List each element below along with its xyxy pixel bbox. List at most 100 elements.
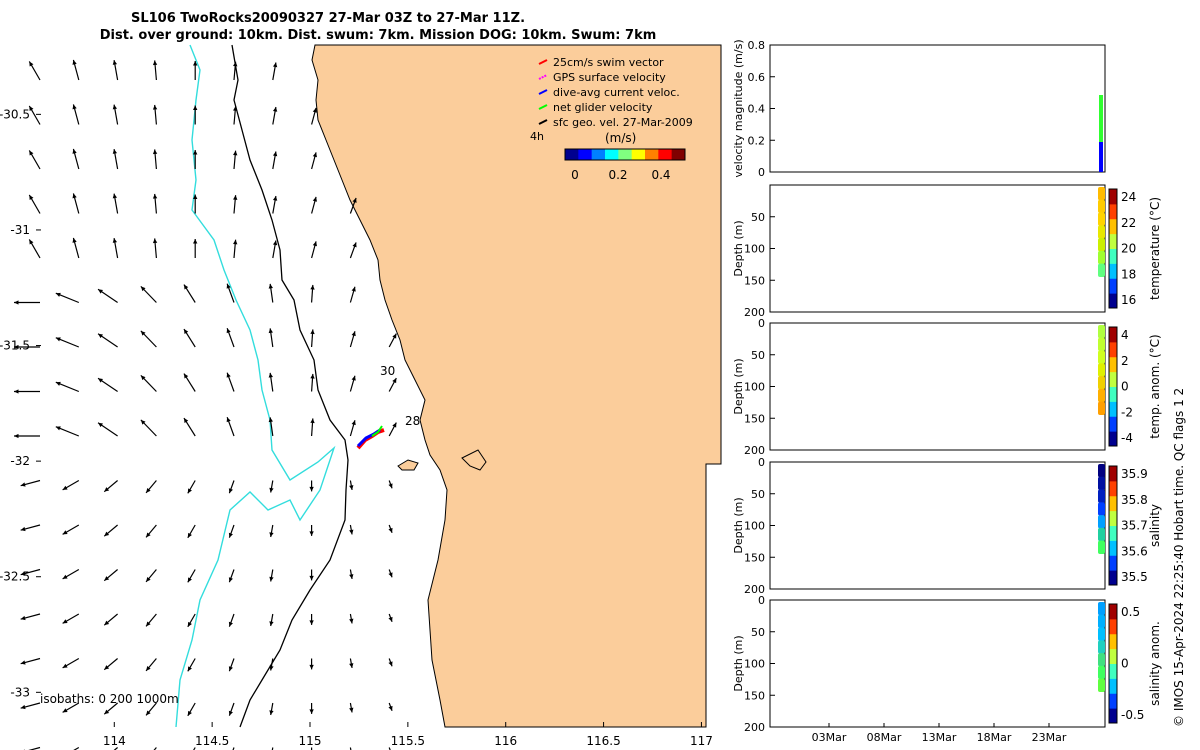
velocity-arrow-head bbox=[62, 619, 68, 624]
velocity-arrow-head bbox=[20, 704, 26, 710]
velocity-arrow-head bbox=[226, 328, 231, 334]
velocity-arrow-head bbox=[352, 197, 357, 203]
panel-colorbar-tick: -4 bbox=[1121, 431, 1133, 445]
velocity-arrow-head bbox=[152, 60, 158, 66]
annotation-28: 28 bbox=[405, 414, 420, 428]
profile-scatter bbox=[1098, 199, 1105, 214]
y-tick-label: 200 bbox=[744, 444, 765, 457]
velocity-arrow-head bbox=[312, 107, 317, 113]
velocity-arrow-head bbox=[272, 62, 278, 68]
profile-scatter bbox=[1098, 476, 1105, 491]
y-tick-label: 100 bbox=[744, 243, 765, 256]
velocity-arrow-head bbox=[187, 488, 192, 494]
map-y-tick-label: -32.5 bbox=[0, 570, 30, 584]
profile-scatter bbox=[1098, 653, 1105, 667]
velocity-arrow-head bbox=[187, 710, 192, 716]
velocity-arrow-head bbox=[193, 150, 198, 155]
velocity-arrow-head bbox=[349, 707, 354, 713]
panel-colorbar-segment bbox=[1109, 633, 1117, 650]
panel-colorbar-segment bbox=[1109, 495, 1117, 512]
velocity-arrow-head bbox=[392, 422, 397, 428]
y-tick-label: 50 bbox=[751, 349, 765, 362]
velocity-arrow-head bbox=[72, 104, 77, 110]
isobaths-label: isobaths: 0 200 1000m bbox=[40, 692, 179, 706]
x-tick-label: 23Mar bbox=[1032, 731, 1067, 744]
colorbar-segment bbox=[658, 149, 673, 160]
velocity-arrow-head bbox=[268, 372, 273, 378]
panel-colorbar-tick: -0.5 bbox=[1121, 708, 1144, 722]
velocity-arrow-head bbox=[351, 375, 356, 381]
velocity-arrow-head bbox=[104, 576, 110, 581]
velocity-arrow-head bbox=[55, 426, 61, 431]
panel-colorbar-tick: 4 bbox=[1121, 328, 1129, 342]
panel-y-label: Depth (m) bbox=[732, 220, 745, 276]
x-tick-label: 08Mar bbox=[867, 731, 902, 744]
velocity-arrow-head bbox=[193, 61, 198, 66]
velocity-arrow-head bbox=[269, 665, 274, 671]
duration-label: 4h bbox=[530, 130, 544, 143]
velocity-arrow-head bbox=[233, 106, 238, 111]
profile-scatter bbox=[1098, 388, 1105, 403]
velocity-arrow-head bbox=[62, 485, 68, 490]
isobath-200m bbox=[231, 44, 349, 728]
map-x-ticks: 114 114.5 115 115.5 116 116.5 117 bbox=[103, 722, 713, 748]
panel-frame bbox=[769, 461, 1106, 590]
profile-scatter bbox=[1098, 325, 1105, 339]
velocity-arrow-head bbox=[29, 105, 34, 111]
velocity-arrow-head bbox=[112, 238, 118, 243]
velocity-arrow-head bbox=[272, 151, 278, 157]
velocity-arrow-head bbox=[146, 665, 151, 671]
velocity-arrow-head bbox=[55, 292, 61, 297]
velocity-arrow-head bbox=[140, 286, 146, 292]
map-x-tick-label: 117 bbox=[690, 734, 713, 748]
panel-salinity-anomaly-section: 0 50 100 150 200 -0.5 0 0.5 salinity anom. Depth … bbox=[732, 594, 1162, 744]
profile-scatter bbox=[1098, 238, 1105, 252]
profile-scatter bbox=[1098, 337, 1105, 352]
velocity-arrow-head bbox=[112, 104, 118, 110]
y-tick-label: 50 bbox=[751, 488, 765, 501]
legend-swatch-current bbox=[538, 89, 548, 95]
velocity-arrow-head bbox=[55, 381, 61, 386]
panel-colorbar-tick: 22 bbox=[1121, 216, 1136, 230]
y-tick-label: 200 bbox=[744, 306, 765, 319]
profile-scatter bbox=[1098, 363, 1105, 377]
velocity-arrow-head bbox=[62, 574, 68, 579]
velocity-arrow-head bbox=[351, 420, 356, 426]
velocity-arrow-head bbox=[72, 59, 77, 65]
velocity-arrow-head bbox=[183, 329, 189, 334]
panel-frame bbox=[769, 44, 1106, 173]
profile-scatter bbox=[1098, 212, 1105, 226]
velocity-arrow-head bbox=[228, 710, 233, 716]
y-tick-label: 200 bbox=[744, 583, 765, 596]
panel-y-label: Depth (m) bbox=[732, 497, 745, 553]
velocity-arrow-head bbox=[146, 710, 151, 716]
velocity-current-marks bbox=[1099, 142, 1103, 172]
velocity-arrow-head bbox=[392, 333, 397, 339]
panel-colorbar-segment bbox=[1109, 356, 1117, 373]
map-colorbar-label: (m/s) bbox=[605, 131, 636, 145]
colorbar-segment bbox=[565, 149, 579, 160]
y-tick-label: 0.2 bbox=[748, 134, 766, 147]
velocity-arrow-head bbox=[392, 378, 397, 384]
panel-frame bbox=[769, 599, 1106, 728]
velocity-arrow-head bbox=[388, 572, 393, 578]
velocity-arrow-head bbox=[228, 488, 233, 494]
panel-colorbar-segment bbox=[1109, 189, 1117, 205]
x-tick-label: 13Mar bbox=[922, 731, 957, 744]
velocity-arrow-head bbox=[226, 372, 231, 378]
colorbar-tick-label: 0.2 bbox=[608, 168, 627, 182]
y-tick-label: 0.6 bbox=[748, 71, 766, 84]
panel-colorbar-frame bbox=[1108, 188, 1118, 309]
panel-colorbar-segment bbox=[1109, 540, 1117, 556]
panel-colorbar-segment bbox=[1109, 604, 1117, 620]
profile-scatter bbox=[1098, 502, 1105, 516]
panel-colorbar-tick: 20 bbox=[1121, 242, 1136, 256]
panel-colorbar-tick: 2 bbox=[1121, 354, 1129, 368]
y-tick-label: 150 bbox=[744, 274, 765, 287]
y-tick-label: 150 bbox=[744, 689, 765, 702]
panel-colorbar-tick: 35.5 bbox=[1121, 570, 1148, 584]
profile-scatter bbox=[1098, 602, 1105, 616]
velocity-arrow-head bbox=[349, 663, 354, 668]
colorbar-segment bbox=[645, 149, 659, 160]
